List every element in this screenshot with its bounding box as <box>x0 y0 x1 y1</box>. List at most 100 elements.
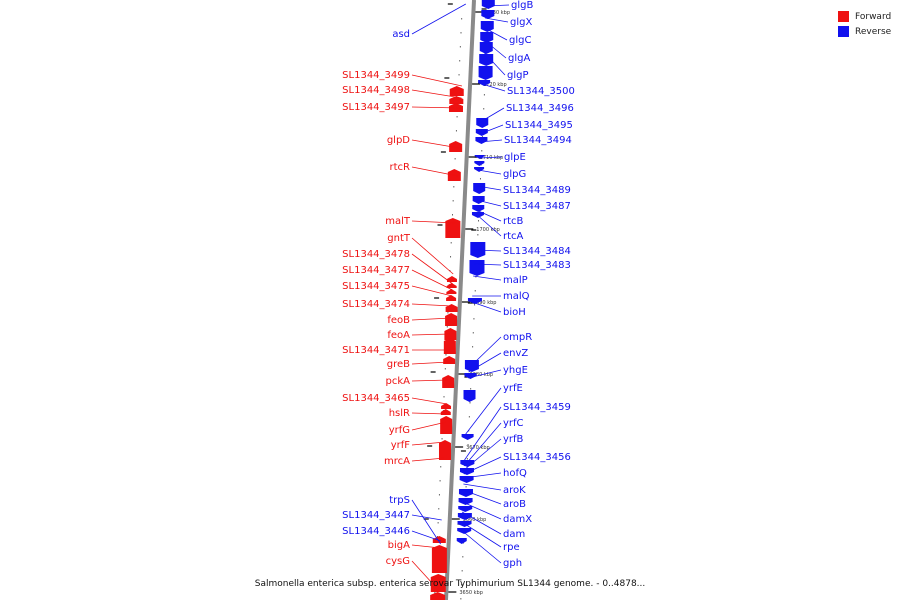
reverse-gene-block <box>480 32 494 43</box>
spacer-dot <box>444 368 446 370</box>
gene-label-cysg: cysG <box>386 556 410 567</box>
forward-gene-block <box>432 536 446 543</box>
label-connector <box>411 3 467 35</box>
label-connector <box>411 269 453 291</box>
label-connector <box>485 17 509 23</box>
reverse-gene-block <box>456 538 467 544</box>
label-connector <box>411 397 448 405</box>
reverse-gene-block <box>472 196 485 204</box>
spacer-dot <box>481 136 483 138</box>
gene-label-gntt: gntT <box>387 233 411 244</box>
label-connector <box>477 169 502 175</box>
gene-label-feob: feoB <box>387 315 410 326</box>
label-connector <box>411 106 461 109</box>
label-connector <box>411 237 454 275</box>
spacer-dot <box>443 396 445 398</box>
gene-label-yrfc: yrfC <box>503 418 524 429</box>
gene-label-hofq: hofQ <box>503 468 527 479</box>
gene-label-sl1344-3471: SL1344_3471 <box>342 345 410 356</box>
reverse-gene-block <box>475 129 488 136</box>
gene-label-malt: malT <box>385 216 411 227</box>
gene-label-biga: bigA <box>388 540 410 551</box>
gene-block-layer <box>430 0 495 600</box>
label-connector <box>411 166 458 177</box>
legend-item-forward: Forward <box>838 9 891 24</box>
reverse-gene-block <box>463 390 476 402</box>
label-connector <box>471 301 502 313</box>
gene-label-arok: aroK <box>503 485 526 496</box>
scale-tick-label: 1730 kbp <box>486 10 510 16</box>
gene-label-sl1344-3495: SL1344_3495 <box>505 120 573 131</box>
label-connector <box>411 361 450 365</box>
spacer-dot <box>479 178 481 180</box>
spacer-dot <box>483 108 485 110</box>
gene-label-asd: asd <box>392 29 410 40</box>
gene-label-damx: damX <box>503 514 532 525</box>
label-connector <box>463 472 502 479</box>
gene-label-glpd: glpD <box>387 135 410 146</box>
scale-tick-label: 1700 kbp <box>476 227 500 233</box>
spacer-dot <box>450 242 452 244</box>
spacer-dot <box>478 220 480 222</box>
forward-gene-block <box>445 304 458 312</box>
spacer-dot <box>466 458 468 460</box>
gene-label-yrfb: yrfB <box>503 434 524 445</box>
forward-gene-block <box>443 338 456 354</box>
spacer-dot <box>446 326 448 328</box>
gene-label-arob: aroB <box>503 499 526 510</box>
gene-label-glgp: glgP <box>507 70 529 81</box>
gene-label-feoa: feoA <box>387 330 410 341</box>
gene-label-yrfg: yrfG <box>389 425 410 436</box>
spacer-dot <box>454 158 456 160</box>
gene-label-sl1344-3494: SL1344_3494 <box>504 135 572 146</box>
label-connector <box>476 209 502 222</box>
label-connector <box>463 422 502 467</box>
forward-gene-block <box>438 440 451 460</box>
reverse-gene-block <box>457 528 472 534</box>
reverse-gene-block <box>458 489 473 497</box>
label-connector <box>411 333 451 336</box>
reverse-gene-block <box>474 155 485 159</box>
forward-gene-block <box>430 574 446 592</box>
spacer-dot <box>470 388 472 390</box>
gene-label-sl1344-3497: SL1344_3497 <box>342 102 410 113</box>
gene-label-glgx: glgX <box>510 17 532 28</box>
label-connector <box>484 27 508 41</box>
reverse-swatch <box>838 26 849 37</box>
gene-label-glga: glgA <box>508 53 530 64</box>
forward-gene-block <box>449 86 464 96</box>
forward-gene-block <box>440 409 451 415</box>
spacer-dot <box>468 416 470 418</box>
reverse-gene-block <box>476 118 489 128</box>
scale-tick-label: 1710 kbp <box>480 155 504 161</box>
reverse-gene-block <box>464 373 477 379</box>
spacer-dot <box>477 234 479 236</box>
label-connector <box>473 275 502 281</box>
spacer-dot <box>452 200 454 202</box>
gene-label-sl1344-3446: SL1344_3446 <box>342 526 410 537</box>
reverse-gene-block <box>472 205 485 212</box>
spacer-dot <box>474 290 476 292</box>
spacer-dot <box>447 312 449 314</box>
label-connector <box>462 489 502 505</box>
gene-label-gph: gph <box>503 558 522 569</box>
scale-tick-label: 3670 kbp <box>466 445 490 451</box>
gene-label-yhge: yhgE <box>503 365 528 376</box>
spacer-dot <box>450 256 452 258</box>
gene-label-sl1344-3498: SL1344_3498 <box>342 85 410 96</box>
legend-label-forward: Forward <box>855 11 892 22</box>
gene-label-rpe: rpe <box>503 542 520 553</box>
connector-layer <box>411 3 510 591</box>
label-connector <box>411 499 441 545</box>
label-connector <box>476 199 502 207</box>
spacer-dot <box>461 570 463 572</box>
gene-label-pcka: pckA <box>386 376 411 387</box>
forward-gene-block <box>431 545 447 573</box>
spacer-dot <box>459 60 461 62</box>
label-connector <box>479 139 503 143</box>
reverse-gene-block <box>473 183 486 194</box>
spacer-dot <box>462 556 464 558</box>
gene-label-malp: malP <box>503 275 528 286</box>
label-connector <box>411 421 447 431</box>
forward-gene-block <box>440 416 453 434</box>
